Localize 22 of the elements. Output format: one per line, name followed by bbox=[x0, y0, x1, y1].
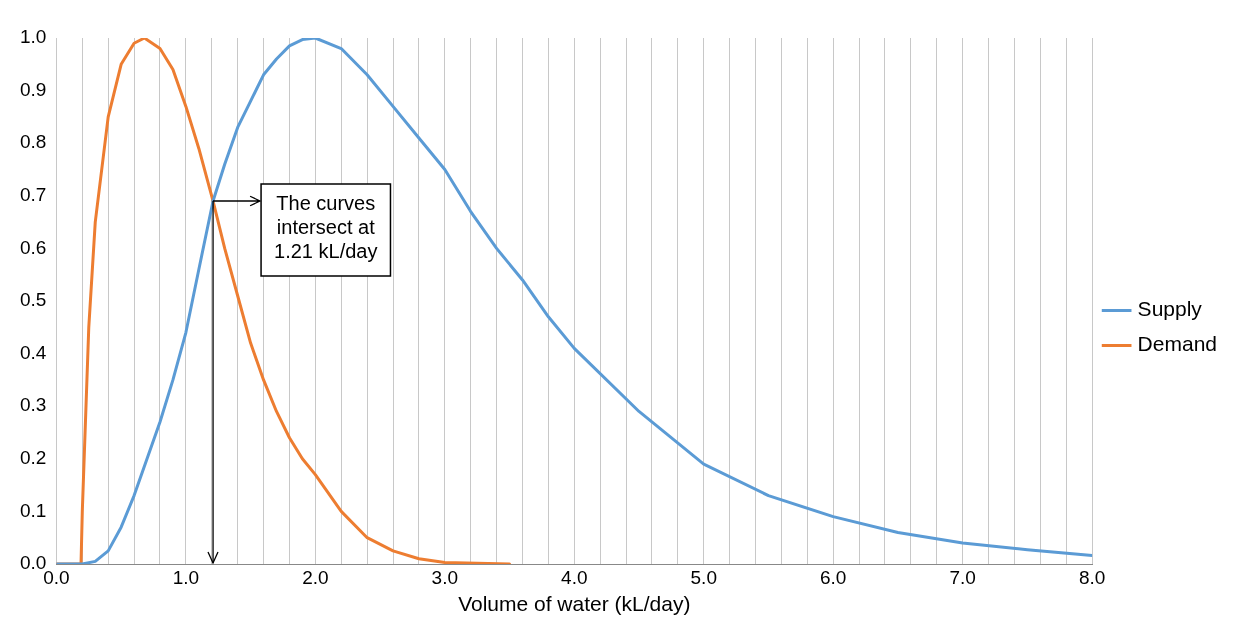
x-tick-label: 6.0 bbox=[819, 566, 847, 588]
y-tick-label: 0.5 bbox=[19, 289, 47, 311]
x-tick-label: 4.0 bbox=[561, 566, 588, 588]
x-tick-label: 2.0 bbox=[302, 566, 329, 588]
x-axis-title: Volume of water (kL/day) bbox=[458, 592, 691, 616]
y-tick-label: 0.6 bbox=[19, 236, 47, 258]
x-tick-label: 5.0 bbox=[690, 566, 717, 588]
y-tick-label: 0.9 bbox=[19, 78, 47, 100]
annotation: The curves intersect at 1.21 kL/day bbox=[274, 191, 378, 262]
x-tick-label: 8.0 bbox=[1078, 566, 1106, 588]
x-tick-label: 1.0 bbox=[172, 566, 200, 588]
y-tick-label: 0.2 bbox=[19, 447, 47, 469]
y-tick-label: 0.4 bbox=[19, 341, 47, 363]
y-tick-label: 1.0 bbox=[19, 26, 47, 48]
y-tick-label: 0.3 bbox=[19, 394, 47, 416]
y-tick-label: 0.8 bbox=[19, 131, 47, 153]
y-tick-label: 0.7 bbox=[19, 184, 47, 206]
x-tick-label: 3.0 bbox=[431, 566, 459, 588]
x-tick-label: 7.0 bbox=[949, 566, 976, 588]
y-tick-label: 0.1 bbox=[19, 499, 47, 521]
legend-label: Demand bbox=[1137, 332, 1218, 356]
legend-label: Supply bbox=[1137, 297, 1203, 321]
